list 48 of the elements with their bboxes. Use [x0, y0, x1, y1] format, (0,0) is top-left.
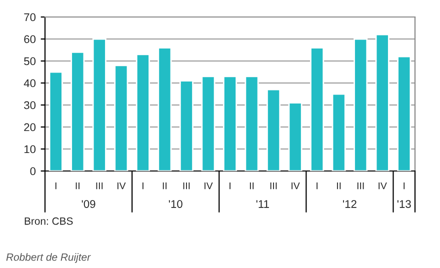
x-tick-label: II [337, 182, 341, 190]
bar [92, 38, 106, 171]
x-tick-label: I [55, 182, 56, 190]
x-tick-label: II [162, 182, 167, 190]
x-tick-label: I [142, 182, 144, 190]
x-tick-label: III [96, 182, 103, 190]
bar [310, 47, 324, 171]
x-tick-label: II [76, 182, 80, 190]
x-tick-label: III [183, 182, 190, 190]
y-tick-label: 70 [24, 13, 36, 22]
text: '09 [82, 200, 96, 208]
text: '11 [256, 200, 269, 208]
bar [397, 56, 412, 171]
bar [375, 34, 390, 171]
bar [158, 47, 172, 171]
bar [332, 93, 346, 171]
y-tick-label: 40 [24, 79, 36, 88]
bar [288, 102, 302, 171]
bar [114, 64, 128, 171]
bar [70, 52, 85, 171]
y-tick-label: 50 [24, 57, 36, 66]
bar [266, 88, 281, 171]
text: '10 [168, 200, 182, 208]
y-tick-label: 30 [24, 101, 36, 110]
text: '12 [343, 200, 356, 208]
x-tick-label: IV [378, 182, 387, 190]
text: Bron: CBS [24, 217, 73, 225]
bar [48, 71, 63, 171]
bar [201, 76, 216, 171]
x-tick-label: I [404, 182, 405, 190]
y-tick-label: 0 [30, 167, 36, 176]
bar [179, 80, 194, 171]
y-tick-label: 10 [24, 145, 36, 154]
y-tick-label: 60 [24, 35, 36, 44]
bar [244, 76, 259, 171]
text: Robbert de Ruijter [6, 253, 91, 263]
text: '13 [397, 200, 411, 208]
x-tick-label: III [357, 182, 364, 190]
x-tick-label: I [316, 182, 318, 190]
x-tick-label: III [270, 182, 277, 190]
x-tick-label: II [250, 182, 254, 190]
y-tick-label: 20 [24, 123, 36, 132]
bar [136, 54, 150, 171]
x-tick-label: IV [117, 182, 126, 190]
bar [222, 76, 238, 171]
x-tick-label: IV [204, 182, 213, 190]
x-tick-label: IV [292, 182, 300, 190]
bar [354, 38, 368, 171]
